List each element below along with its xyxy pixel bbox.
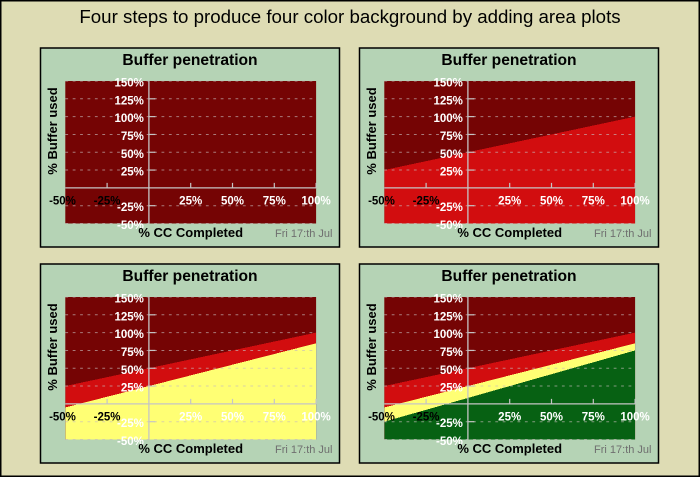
svg-text:25%: 25% <box>498 411 521 423</box>
svg-text:125%: 125% <box>433 95 462 107</box>
svg-text:50%: 50% <box>440 365 463 377</box>
svg-text:-50%: -50% <box>436 436 463 448</box>
svg-text:-25%: -25% <box>117 202 144 214</box>
svg-text:100%: 100% <box>114 329 143 341</box>
svg-text:75%: 75% <box>121 131 144 143</box>
svg-text:25%: 25% <box>440 383 463 395</box>
svg-text:150%: 150% <box>433 294 462 306</box>
svg-text:100%: 100% <box>301 195 330 207</box>
svg-text:-50%: -50% <box>368 411 395 423</box>
svg-text:125%: 125% <box>114 95 143 107</box>
svg-text:50%: 50% <box>540 195 563 207</box>
svg-text:25%: 25% <box>121 383 144 395</box>
svg-text:100%: 100% <box>433 329 462 341</box>
svg-text:150%: 150% <box>433 78 462 90</box>
svg-text:% CC Completed: % CC Completed <box>138 441 243 456</box>
svg-text:Buffer penetration: Buffer penetration <box>122 268 257 285</box>
svg-text:% Buffer used: % Buffer used <box>45 87 60 174</box>
svg-text:25%: 25% <box>440 167 463 179</box>
svg-text:Fri 17:th Jul: Fri 17:th Jul <box>275 444 332 456</box>
svg-text:-25%: -25% <box>413 195 440 207</box>
svg-text:150%: 150% <box>114 78 143 90</box>
svg-text:75%: 75% <box>440 347 463 359</box>
svg-text:100%: 100% <box>620 411 649 423</box>
svg-text:100%: 100% <box>620 195 649 207</box>
svg-text:75%: 75% <box>582 195 605 207</box>
svg-text:100%: 100% <box>301 411 330 423</box>
svg-text:100%: 100% <box>433 113 462 125</box>
svg-text:50%: 50% <box>121 149 144 161</box>
svg-text:-25%: -25% <box>117 418 144 430</box>
svg-text:-25%: -25% <box>94 411 121 423</box>
svg-text:25%: 25% <box>179 411 202 423</box>
svg-text:-50%: -50% <box>117 436 144 448</box>
svg-text:Fri 17:th Jul: Fri 17:th Jul <box>275 228 332 240</box>
svg-text:25%: 25% <box>121 167 144 179</box>
svg-text:-50%: -50% <box>117 220 144 232</box>
svg-text:50%: 50% <box>440 149 463 161</box>
svg-text:-50%: -50% <box>49 195 76 207</box>
svg-text:Four steps to produce four col: Four steps to produce four color backgro… <box>79 6 620 27</box>
svg-text:125%: 125% <box>433 311 462 323</box>
svg-text:75%: 75% <box>263 195 286 207</box>
svg-text:% Buffer used: % Buffer used <box>45 303 60 390</box>
svg-text:Buffer penetration: Buffer penetration <box>441 52 576 69</box>
svg-text:150%: 150% <box>114 294 143 306</box>
svg-text:75%: 75% <box>440 131 463 143</box>
svg-text:50%: 50% <box>221 411 244 423</box>
svg-text:% Buffer used: % Buffer used <box>364 87 379 174</box>
svg-text:75%: 75% <box>582 411 605 423</box>
svg-text:% Buffer used: % Buffer used <box>364 303 379 390</box>
svg-text:% CC Completed: % CC Completed <box>457 441 562 456</box>
svg-text:Fri 17:th Jul: Fri 17:th Jul <box>594 444 651 456</box>
svg-text:75%: 75% <box>263 411 286 423</box>
svg-text:75%: 75% <box>121 347 144 359</box>
svg-text:125%: 125% <box>114 311 143 323</box>
svg-text:50%: 50% <box>121 365 144 377</box>
svg-text:25%: 25% <box>179 195 202 207</box>
svg-text:-25%: -25% <box>436 202 463 214</box>
svg-text:% CC Completed: % CC Completed <box>138 225 243 240</box>
svg-text:-50%: -50% <box>368 195 395 207</box>
svg-text:100%: 100% <box>114 113 143 125</box>
svg-text:50%: 50% <box>540 411 563 423</box>
svg-text:50%: 50% <box>221 195 244 207</box>
svg-text:-25%: -25% <box>413 411 440 423</box>
svg-text:Fri 17:th Jul: Fri 17:th Jul <box>594 228 651 240</box>
svg-text:-25%: -25% <box>94 195 121 207</box>
svg-text:-50%: -50% <box>49 411 76 423</box>
svg-text:-25%: -25% <box>436 418 463 430</box>
svg-text:25%: 25% <box>498 195 521 207</box>
svg-text:% CC Completed: % CC Completed <box>457 225 562 240</box>
svg-text:Buffer penetration: Buffer penetration <box>122 52 257 69</box>
svg-text:-50%: -50% <box>436 220 463 232</box>
svg-text:Buffer penetration: Buffer penetration <box>441 268 576 285</box>
